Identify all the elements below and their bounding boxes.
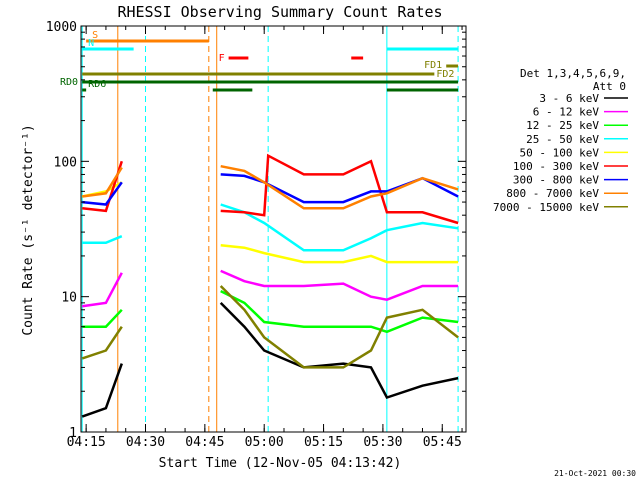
legend-label: 3 - 6 keV	[539, 92, 599, 105]
legend-label: 800 - 7000 keV	[506, 187, 599, 200]
series-line	[82, 308, 123, 328]
legend-label: 100 - 300 keV	[513, 160, 599, 173]
x-tick-label: 05:15	[304, 435, 343, 450]
flag-label: N	[88, 38, 94, 49]
x-tick-label: 04:45	[185, 435, 224, 450]
series-line	[220, 243, 459, 264]
x-tick-label: 05:45	[423, 435, 462, 450]
series-line	[219, 285, 459, 369]
y-axis-label: Count Rate (s⁻¹ detector⁻¹)	[21, 124, 36, 335]
y-tick-label: 1	[69, 426, 77, 441]
series-line	[219, 302, 459, 400]
legend-header: Det 1,3,4,5,6,9,	[520, 67, 626, 80]
x-tick-label: 05:00	[245, 435, 284, 450]
flag-label: F	[219, 53, 225, 64]
flag-label: RD0	[60, 77, 78, 88]
series-line	[82, 272, 123, 308]
flag-label: FD1	[424, 60, 442, 71]
x-tick-label: 04:15	[67, 435, 106, 450]
legend-label: 300 - 800 keV	[513, 174, 599, 187]
chart-title: RHESSI Observing Summary Count Rates	[117, 3, 442, 21]
footer-date: 21-Oct-2021 00:30	[554, 469, 636, 478]
series-line	[81, 326, 123, 360]
flag-label: S	[92, 30, 98, 41]
flag-label: RD6	[88, 79, 106, 90]
series-line	[82, 181, 123, 206]
y-tick-label: 10	[61, 291, 77, 306]
series-line	[220, 153, 459, 225]
legend-label: 50 - 100 keV	[520, 146, 600, 159]
series-line	[82, 166, 123, 198]
series-line	[220, 289, 459, 334]
legend-header: Att 0	[593, 80, 626, 93]
plot-frame	[80, 25, 467, 433]
x-tick-label: 04:30	[126, 435, 165, 450]
series-line	[82, 235, 123, 245]
y-tick-label: 1000	[46, 20, 77, 35]
x-axis-label: Start Time (12-Nov-05 04:13:42)	[159, 456, 402, 471]
flag-label: FD2	[436, 69, 454, 80]
series-line	[220, 269, 459, 301]
y-tick-label: 100	[54, 155, 77, 170]
x-tick-label: 05:30	[363, 435, 402, 450]
legend-label: 6 - 12 keV	[533, 106, 600, 119]
legend-label: 7000 - 15000 keV	[493, 201, 599, 214]
legend-label: 12 - 25 keV	[526, 119, 599, 132]
legend-label: 25 - 50 keV	[526, 133, 599, 146]
series-line	[81, 363, 123, 418]
series-line	[220, 164, 459, 210]
series-line	[220, 203, 459, 252]
